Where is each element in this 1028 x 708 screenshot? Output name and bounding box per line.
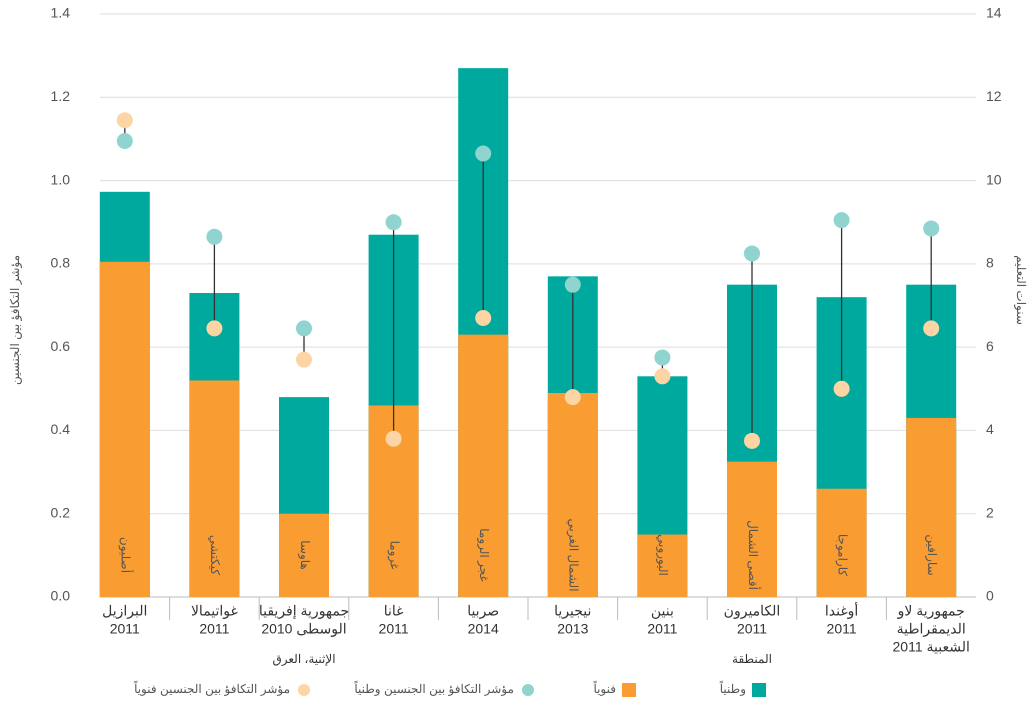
y-tick-label: 0.4 [51,421,71,437]
y2-tick-label: 6 [986,338,994,354]
legend-swatch [752,683,766,697]
group-label: هاوسا [298,540,312,570]
x-tick-label: البرازيل [102,603,147,620]
x-tick-label: بنين [651,603,674,620]
group-type: المنطقة [732,652,772,666]
bar [458,334,509,597]
x-tick-label: الديمقراطية [897,621,966,638]
x-tick-label: 2014 [468,621,499,637]
dot [116,112,133,129]
dot [206,228,223,245]
x-tick-label: نيجيريا [554,603,591,620]
legend-label: مؤشر التكافؤ بين الجنسين وطنياً [354,681,514,697]
bar [189,380,240,597]
x-tick-label: الشعبية 2011 [893,639,970,655]
legend-swatch [622,683,636,697]
group-label: كيكتشي [208,535,222,576]
dot [923,320,940,337]
group-label: الشمال الغربي [567,518,581,591]
dot [475,309,492,326]
x-tick-label: صربيا [467,603,499,620]
x-tick-label: 2011 [737,621,767,637]
y2-tick-label: 0 [986,588,994,604]
dot [564,276,581,293]
dot [833,380,850,397]
x-tick-label: أوغندا [825,601,859,620]
y-tick-label: 0.6 [51,338,71,354]
group-label: كاراموجا [835,534,849,576]
bar [99,261,150,597]
dot [654,349,671,366]
y2-tick-label: 12 [986,88,1002,104]
x-tick-label: الكاميرون [724,603,781,620]
group-type: الإثنية، العرق [272,652,335,667]
x-tick-label: 2013 [557,621,588,637]
group-label: اليوروبي [656,534,670,576]
y-tick-label: 1.2 [51,88,71,104]
dot [385,214,402,231]
bar [816,488,867,597]
x-tick-label: الوسطى 2010 [261,621,346,638]
y2-tick-label: 4 [986,421,994,437]
y-tick-label: 0.8 [51,255,71,271]
x-tick-label: غانا [384,603,404,619]
dot [923,220,940,237]
group-label: سارافين [925,534,939,575]
x-tick-label: 2011 [110,621,140,637]
dot [385,430,402,447]
dot [744,245,760,262]
legend-label: فنوياً [593,681,616,697]
x-tick-label: 2011 [199,621,229,637]
group-label: غجر الروما [477,528,491,581]
group-label: أقصى الشمال [746,520,761,590]
group-label: أصليون [119,537,134,573]
y-axis-label: مؤشر التكافؤ بين الجنسين [8,255,22,385]
y-tick-label: 0.2 [51,504,71,520]
x-tick-label: 2011 [827,621,857,637]
x-tick-label: جمهورية إفريقيا [259,603,349,620]
dot [206,320,223,337]
x-tick-label: 2011 [379,621,409,637]
y2-tick-label: 10 [986,171,1002,187]
y2-tick-label: 14 [986,5,1002,21]
bar [547,392,598,597]
legend-label: مؤشر التكافؤ بين الجنسين فنوياً [134,681,290,697]
dot [475,145,492,162]
dot [116,133,133,150]
legend-label: وطنياً [719,681,746,697]
dot [564,389,581,406]
dot [296,351,312,368]
bar [279,513,329,597]
dot [833,212,850,229]
y2-axis-label: سنوات التعليم [1014,255,1028,325]
y2-tick-label: 8 [986,255,994,271]
bar [727,461,777,597]
bar [637,534,688,597]
y-tick-label: 0.0 [51,588,71,604]
bar [906,417,957,597]
x-tick-label: 2011 [647,621,677,637]
dot [296,320,312,337]
y2-tick-label: 2 [986,504,994,520]
x-tick-label: غواتيمالا [191,603,238,620]
y-tick-label: 1.4 [51,5,71,21]
dot [654,368,671,385]
dot [744,432,760,449]
legend-swatch [298,684,310,696]
legend-swatch [522,684,534,696]
y-tick-label: 1.0 [51,171,71,187]
x-tick-label: جمهورية لاو [897,603,965,620]
group-label: غروما [387,541,401,570]
